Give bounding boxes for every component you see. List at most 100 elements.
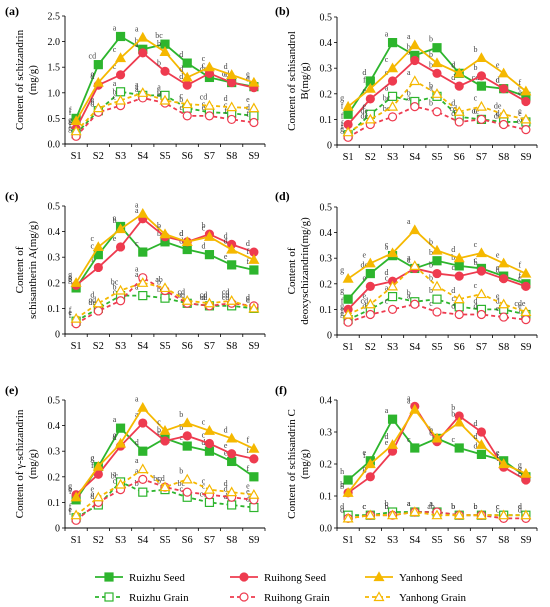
significance-letter: d [113, 433, 117, 442]
significance-letter: d [473, 441, 477, 450]
significance-letter: cd [361, 296, 369, 305]
data-point [387, 509, 399, 520]
significance-letter: e [518, 302, 522, 311]
significance-letter: f [341, 101, 344, 110]
significance-letter: g [68, 275, 72, 284]
significance-letter: b [157, 39, 161, 48]
y-tick-label: 0.5 [48, 396, 61, 407]
significance-letter: ab [155, 275, 163, 284]
significance-letter: f [247, 446, 250, 455]
significance-letter: a [135, 206, 139, 215]
significance-letter: c [407, 255, 411, 264]
data-point [364, 82, 376, 93]
data-point [410, 299, 420, 309]
significance-letter: a [135, 40, 139, 49]
data-point [453, 67, 465, 78]
significance-letter: d [224, 94, 228, 103]
panel-label: (a) [5, 4, 19, 18]
y-tick-label: 0.4 [48, 227, 61, 238]
significance-letter: b [451, 502, 455, 511]
significance-letter: d [518, 502, 522, 511]
significance-letter: d [246, 75, 250, 84]
significance-letter: de [361, 112, 369, 121]
y-axis-label-line: Content of schisandrin C [286, 409, 298, 519]
significance-letter: d [496, 296, 500, 305]
significance-letter: a [385, 284, 389, 293]
significance-letter: c [385, 55, 389, 64]
significance-letter: f [91, 461, 94, 470]
significance-letter: c [429, 299, 433, 308]
x-tick-label: S7 [204, 151, 215, 162]
data-point [181, 294, 193, 305]
significance-letter: e [385, 438, 389, 447]
significance-letter: c [113, 62, 117, 71]
significance-letter: e [68, 505, 72, 514]
significance-letter: a [407, 217, 411, 226]
data-point [387, 247, 399, 258]
significance-letter: e [496, 448, 500, 457]
significance-letter: c [496, 502, 500, 511]
significance-letter: a [407, 499, 411, 508]
significance-letter: c [157, 418, 161, 427]
significance-letter: a [135, 456, 139, 465]
x-tick-label: S5 [159, 535, 170, 546]
significance-letter: g [340, 286, 344, 295]
data-point [137, 463, 149, 474]
data-point [454, 271, 464, 281]
legend-label: Ruihong Seed [264, 572, 327, 584]
significance-letter: cde [514, 299, 526, 308]
significance-letter: d [224, 237, 228, 246]
data-point [476, 71, 487, 81]
data-point [182, 111, 192, 121]
x-tick-label: S6 [182, 341, 193, 352]
data-point [476, 449, 487, 459]
x-tick-label: S7 [204, 535, 215, 546]
data-point [342, 512, 354, 523]
y-tick-label: 0.5 [48, 114, 61, 125]
data-point [160, 436, 170, 446]
significance-letter: c [474, 255, 478, 264]
significance-letter: a [407, 499, 411, 508]
data-point [204, 497, 215, 507]
y-tick-label: 0 [327, 331, 332, 342]
significance-letter: d [179, 50, 183, 59]
significance-letter: b [429, 273, 433, 282]
y-tick-label: 0.5 [320, 13, 333, 24]
data-point [454, 81, 464, 91]
y-tick-label: 0.2 [320, 89, 333, 100]
y-axis-label-line: Content of [286, 247, 298, 294]
legend-swatch-marker [104, 592, 114, 602]
y-axis-label-line: schisantherin A(mg/g) [27, 221, 39, 319]
legend-item: Yanhong Seed [365, 571, 463, 584]
data-point [115, 478, 127, 489]
y-tick-label: 0.1 [48, 304, 61, 315]
significance-letter: h [340, 480, 344, 489]
data-point [476, 309, 487, 320]
data-point [249, 454, 259, 464]
data-point [387, 62, 399, 73]
data-point [431, 88, 443, 98]
data-point [115, 52, 127, 63]
significance-letter: e [68, 308, 72, 317]
data-point [476, 427, 487, 437]
significance-letter: b [451, 403, 455, 412]
data-point [387, 280, 399, 291]
significance-letter: c [202, 477, 206, 486]
y-tick-label: 0.2 [48, 278, 61, 289]
y-axis-label: Content of γ-schizandrin(mg/g) [14, 409, 39, 518]
data-point [249, 502, 259, 513]
significance-letter: c [202, 418, 206, 427]
significance-letter: de [89, 298, 97, 307]
significance-letter: cd [200, 93, 208, 102]
data-point [387, 414, 398, 424]
significance-letter: b [157, 87, 161, 96]
significance-letter: e [179, 103, 183, 112]
significance-letter: d [179, 229, 183, 238]
significance-letter: g [340, 266, 344, 275]
significance-letter: e [496, 60, 500, 69]
data-point [203, 99, 215, 110]
significance-letter: f [247, 464, 250, 473]
significance-letter: c [474, 502, 478, 511]
data-point [520, 113, 532, 124]
